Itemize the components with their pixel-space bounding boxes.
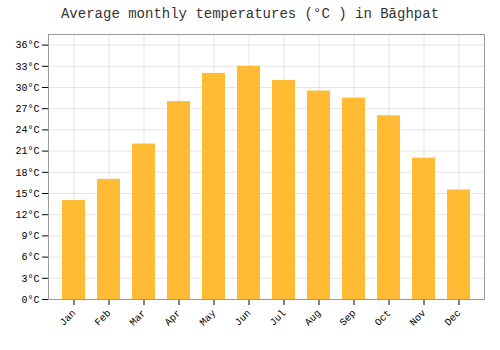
svg-text:3°C: 3°C [21, 274, 39, 285]
svg-text:Apr: Apr [163, 308, 184, 329]
svg-text:Jan: Jan [58, 308, 79, 329]
svg-text:Sep: Sep [338, 308, 359, 329]
svg-text:30°C: 30°C [15, 83, 39, 94]
svg-text:Feb: Feb [93, 308, 114, 329]
svg-text:6°C: 6°C [21, 252, 39, 263]
svg-text:Aug: Aug [303, 308, 324, 329]
svg-text:12°C: 12°C [15, 210, 39, 221]
svg-text:36°C: 36°C [15, 40, 39, 51]
svg-text:21°C: 21°C [15, 146, 39, 157]
svg-text:0°C: 0°C [21, 295, 39, 306]
svg-text:Dec: Dec [443, 308, 464, 329]
svg-text:Jul: Jul [268, 308, 289, 329]
html-text:Average monthly temperatures (: Average monthly temperatures (°C ) in Bā… [61, 6, 439, 22]
svg-text:33°C: 33°C [15, 62, 39, 73]
svg-text:9°C: 9°C [21, 231, 39, 242]
svg-text:May: May [198, 308, 219, 329]
svg-text:Oct: Oct [373, 308, 394, 329]
svg-text:15°C: 15°C [15, 189, 39, 200]
svg-text:Jun: Jun [233, 308, 254, 329]
svg-text:24°C: 24°C [15, 125, 39, 136]
svg-text:Nov: Nov [408, 308, 429, 329]
svg-text:18°C: 18°C [15, 168, 39, 179]
svg-text:Mar: Mar [128, 308, 149, 329]
svg-text:27°C: 27°C [15, 104, 39, 115]
